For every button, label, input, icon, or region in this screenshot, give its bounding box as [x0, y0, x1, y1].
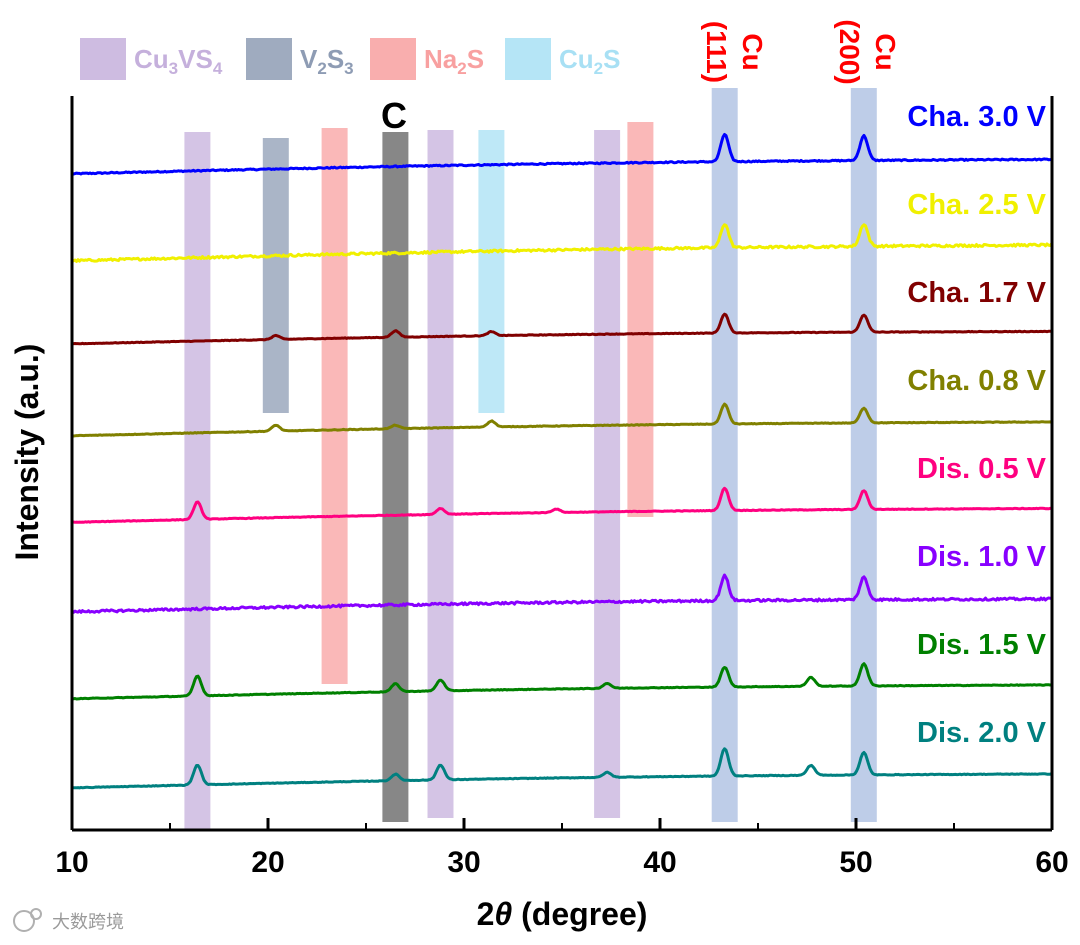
band-c	[382, 132, 409, 822]
carbon-label: C	[381, 95, 407, 136]
series-curve-cha-1-7-v	[71, 312, 1052, 346]
x-tick-label: 30	[447, 846, 480, 879]
series-curve-dis-1-0-v	[71, 573, 1052, 614]
series-label-dis-0-5-v: Dis. 0.5 V	[917, 453, 1047, 485]
series-labels: Cha. 3.0 V Cha. 2.5 V Cha. 1.7 V Cha. 0.8 V…	[907, 101, 1046, 749]
legend-swatch-cu2s	[505, 38, 551, 80]
series-label-cha-3-0-v: Cha. 3.0 V	[907, 101, 1046, 133]
band-na2s	[627, 122, 654, 517]
legend-swatch-na2s	[370, 38, 416, 80]
y-axis-title: Intensity (a.u.)	[9, 344, 45, 561]
legend-label-v2s3: V2S3	[300, 44, 354, 78]
legend-label-na2s: Na2S	[424, 44, 484, 78]
legend-swatch-cu3vs4	[80, 38, 126, 80]
series-label-dis-1-0-v: Dis. 1.0 V	[917, 541, 1047, 573]
phase-bands	[184, 88, 877, 830]
series-label-cha-0-8-v: Cha. 0.8 V	[907, 365, 1046, 397]
legend-label-cu2s: Cu2S	[559, 44, 620, 78]
x-tick-label: 10	[55, 846, 88, 879]
cu111-element-label: Cu	[737, 33, 768, 70]
cu200-plane-label: (200)	[834, 19, 865, 84]
series-curve-cha-0-8-v	[71, 402, 1052, 438]
band-cu-111-	[711, 88, 738, 822]
series-curve-cha-3-0-v	[71, 133, 1052, 176]
watermark: 大数跨境	[13, 908, 124, 933]
series-curve-dis-1-5-v	[71, 662, 1052, 701]
band-cu-200-	[850, 88, 877, 822]
watermark-text: 大数跨境	[52, 912, 124, 933]
cu111-plane-label: (111)	[701, 21, 732, 83]
legend-label-cu3vs4: Cu3VS4	[134, 44, 223, 78]
watermark-logo-icon	[13, 910, 35, 932]
x-tick-label: 40	[643, 846, 676, 879]
band-cu3vs4	[184, 132, 211, 830]
watermark-logo-dot-icon	[30, 908, 42, 920]
cu200-element-label: Cu	[870, 33, 901, 70]
band-cu2s	[478, 130, 505, 413]
band-cu3vs4	[427, 130, 454, 818]
band-v2s3	[262, 138, 289, 413]
legend-swatch-v2s3	[246, 38, 292, 80]
band-cu3vs4	[594, 130, 621, 818]
legend: Cu3VS4 V2S3 Na2S Cu2S	[80, 38, 620, 80]
series-label-dis-1-5-v: Dis. 1.5 V	[917, 629, 1047, 661]
series-curve-dis-0-5-v	[72, 486, 1052, 524]
xrd-curves	[71, 133, 1053, 790]
x-tick-label: 60	[1035, 846, 1068, 879]
series-curve-dis-2-0-v	[71, 747, 1052, 790]
band-na2s	[321, 128, 348, 684]
x-axis-ticks: 10 20 30 40 50 60	[55, 818, 1069, 879]
x-axis-title: 2θ (degree)	[477, 896, 648, 932]
series-curve-cha-2-5-v	[71, 223, 1053, 263]
series-label-cha-2-5-v: Cha. 2.5 V	[907, 189, 1046, 221]
series-label-cha-1-7-v: Cha. 1.7 V	[907, 277, 1046, 309]
series-label-dis-2-0-v: Dis. 2.0 V	[917, 717, 1047, 749]
x-tick-label: 50	[839, 846, 872, 879]
x-tick-label: 20	[251, 846, 284, 879]
